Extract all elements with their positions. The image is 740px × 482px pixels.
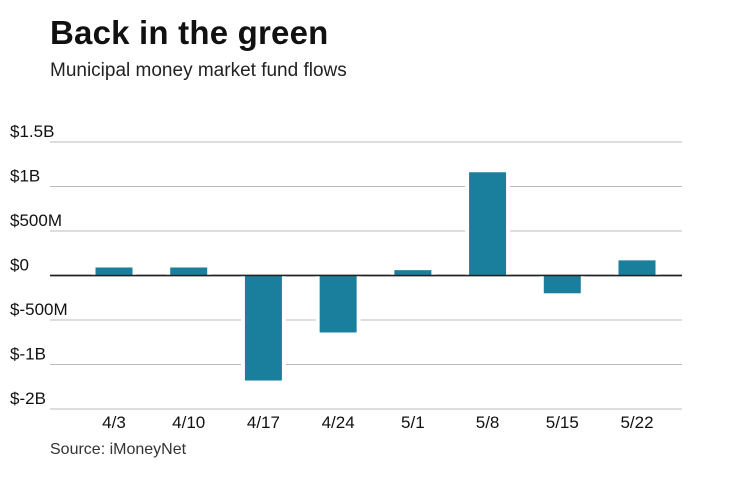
y-tick-label: $500M <box>10 211 62 230</box>
bar <box>394 270 432 276</box>
chart-subtitle: Municipal money market fund flows <box>50 60 347 81</box>
bar <box>244 275 282 381</box>
bar <box>319 275 357 333</box>
x-tick-label: 4/24 <box>322 413 355 432</box>
x-tick-label: 5/1 <box>401 413 425 432</box>
x-tick-label: 4/3 <box>102 413 126 432</box>
x-tick-label: 4/10 <box>172 413 205 432</box>
bar <box>543 275 581 294</box>
y-tick-label: $-1B <box>10 345 46 364</box>
y-tick-label: $1B <box>10 167 40 186</box>
chart-title: Back in the green <box>50 14 329 51</box>
bar <box>170 267 208 276</box>
bar <box>469 172 507 276</box>
bar <box>618 260 656 276</box>
y-tick-label: $-2B <box>10 389 46 408</box>
x-tick-label: 4/17 <box>247 413 280 432</box>
y-tick-label: $0 <box>10 256 29 275</box>
x-tick-label: 5/22 <box>620 413 653 432</box>
y-tick-label: $1.5B <box>10 122 54 141</box>
source-note: Source: iMoneyNet <box>50 441 187 458</box>
y-tick-label: $-500M <box>10 300 68 319</box>
x-tick-label: 5/15 <box>546 413 579 432</box>
bars <box>91 172 660 381</box>
tick-labels: $1.5B $1B $500M $0 $-500M $-1B $-2B 4/3 4/10 4/17… <box>10 122 682 432</box>
x-tick-label: 5/8 <box>476 413 500 432</box>
bar <box>95 267 133 276</box>
